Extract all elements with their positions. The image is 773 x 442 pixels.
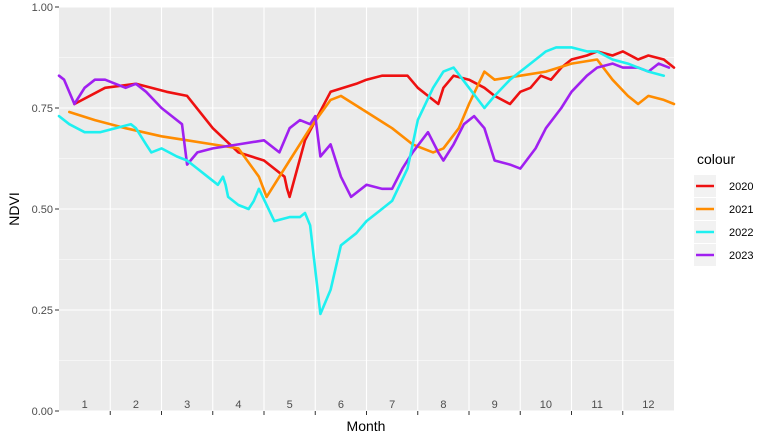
- x-tick-label-6: 6: [338, 399, 344, 411]
- y-tick-label: 0.75: [32, 103, 53, 115]
- y-axis: 0.00 0.25 0.50 0.75 1.00: [32, 2, 59, 418]
- x-tick-label-11: 11: [591, 399, 602, 411]
- series-line-2020: [73, 50, 676, 199]
- x-tick-label-8: 8: [440, 399, 446, 411]
- y-tick-label: 1.00: [32, 2, 53, 14]
- legend-title: colour: [697, 151, 735, 167]
- series-line-2022: [57, 46, 666, 316]
- y-tick-label: 0.00: [32, 406, 53, 418]
- x-tick-label-10: 10: [540, 399, 552, 411]
- legend-label-2021: 2021: [729, 204, 753, 216]
- x-tick-label-2: 2: [133, 399, 139, 411]
- series-layer: [57, 46, 676, 316]
- series-line-2021: [68, 58, 676, 199]
- legend: colour 2020 2021 2022 2023: [694, 151, 753, 266]
- legend-label-2022: 2022: [729, 227, 753, 239]
- x-tick-label-1: 1: [82, 399, 88, 411]
- x-tick-label-12: 12: [642, 399, 654, 411]
- legend-label-2023: 2023: [729, 250, 753, 262]
- x-tick-label-5: 5: [287, 399, 293, 411]
- y-tick-label: 0.25: [32, 305, 53, 317]
- x-tick-labels: 1 2 3 4 5 6 7 8 9 10 11 12: [82, 399, 655, 415]
- x-tick-label-4: 4: [235, 399, 241, 411]
- series-line-2023: [57, 62, 671, 199]
- x-tick-label-3: 3: [184, 399, 190, 411]
- y-axis-title: NDVI: [6, 192, 22, 225]
- x-axis-title: Month: [347, 418, 386, 434]
- y-tick-label: 0.50: [32, 204, 53, 216]
- x-tick-label-9: 9: [492, 399, 498, 411]
- x-tick-label-7: 7: [389, 399, 395, 411]
- legend-items: 2020 2021 2022 2023: [694, 175, 753, 266]
- legend-label-2020: 2020: [729, 181, 753, 193]
